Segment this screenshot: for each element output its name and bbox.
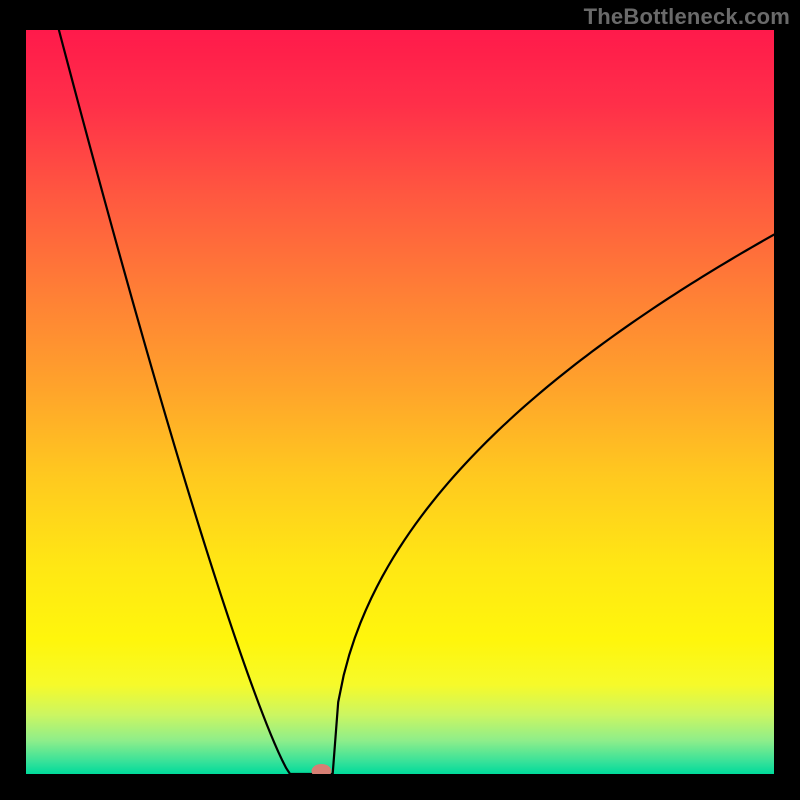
watermark-text: TheBottleneck.com	[584, 4, 790, 30]
gradient-background	[26, 30, 774, 774]
plot-area	[26, 30, 774, 774]
bottleneck-chart	[26, 30, 774, 774]
chart-frame: TheBottleneck.com	[0, 0, 800, 800]
